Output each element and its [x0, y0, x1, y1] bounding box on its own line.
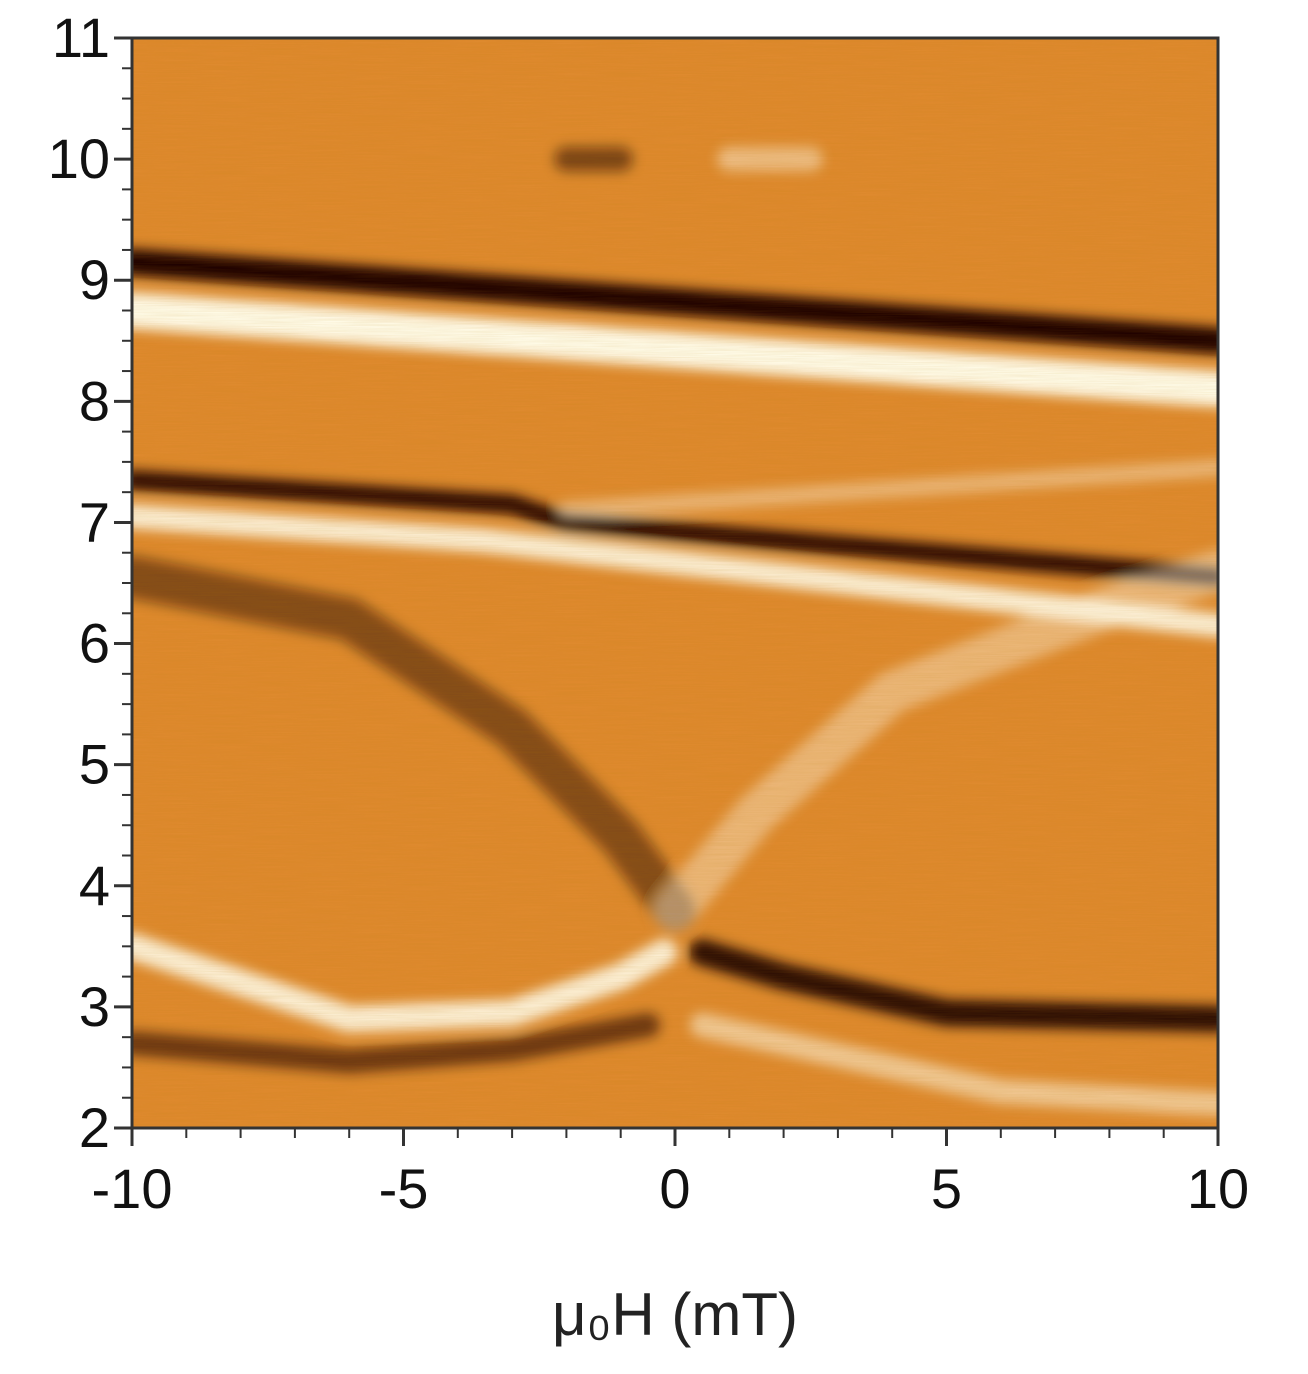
y-axis: 2 3 4 5 6 7 8 9 10 11	[48, 6, 132, 1159]
y-tick-label: 7	[79, 490, 110, 553]
x-tick-label: -10	[92, 1157, 173, 1220]
y-tick-label: 4	[79, 854, 110, 917]
x-axis: -10 -5 0 5 10	[92, 1128, 1249, 1220]
y-tick-label: 2	[79, 1096, 110, 1159]
y-tick-label: 8	[79, 369, 110, 432]
heatmap-plot-area	[132, 38, 1218, 1128]
x-tick-label: -5	[379, 1157, 429, 1220]
y-tick-label: 10	[48, 127, 110, 190]
heatmap-noise-texture	[132, 38, 1218, 1128]
x-tick-label: 5	[931, 1157, 962, 1220]
x-tick-label: 10	[1187, 1157, 1249, 1220]
y-tick-label: 9	[79, 248, 110, 311]
x-axis-title: μ₀H (mT)	[552, 1281, 798, 1348]
x-tick-label: 0	[659, 1157, 690, 1220]
y-tick-label: 6	[79, 612, 110, 675]
y-tick-label: 3	[79, 975, 110, 1038]
y-tick-label: 11	[52, 6, 110, 69]
y-tick-label: 5	[79, 733, 110, 796]
